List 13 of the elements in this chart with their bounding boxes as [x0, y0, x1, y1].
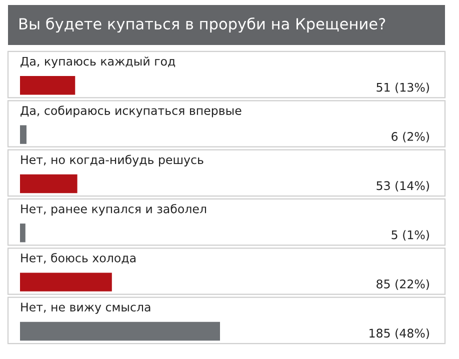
y-tick-label: Да, собираюсь искупаться впервые [20, 106, 242, 118]
y-tick-label: Нет, боюсь холода [21, 253, 136, 264]
data-label: 53 (14%) [376, 180, 429, 192]
y-tick-label: Да, купаюсь каждый год [20, 56, 176, 68]
data-label: 5 (1%) [392, 230, 429, 241]
data-label: 185 (48%) [370, 328, 429, 339]
y-tick-label: Нет, ранее купался и заболел [21, 204, 206, 216]
data-label: 85 (22%) [376, 279, 429, 290]
y-tick-label: Нет, не вижу смысла [21, 302, 150, 314]
chart-title: Вы будете купаться в проруби на Крещение? [20, 17, 386, 33]
data-label: 6 (2%) [392, 132, 429, 142]
y-tick-label: Нет, но когда-нибудь решусь [21, 154, 204, 166]
data-label: 51 (13%) [376, 82, 429, 94]
